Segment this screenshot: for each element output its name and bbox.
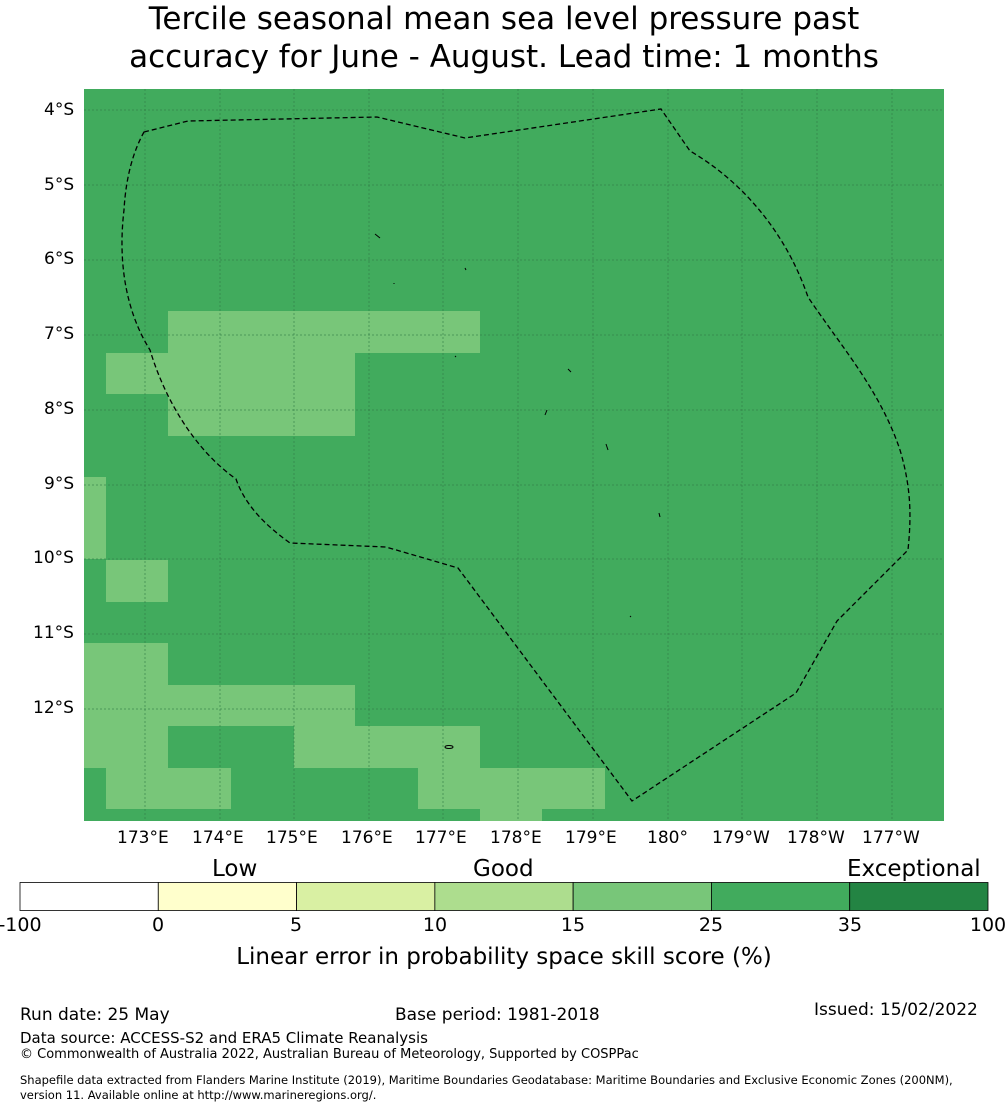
colorbar-tick: -100 [0, 914, 42, 936]
island [658, 512, 661, 518]
shapefile-credit-line-1: Shapefile data extracted from Flanders M… [20, 1073, 953, 1087]
skill-patch [84, 726, 168, 768]
skill-patch [84, 643, 168, 685]
island [605, 443, 609, 451]
island [374, 233, 381, 239]
shapefile-credit-line-2: version 11. Available online at http://w… [20, 1088, 377, 1102]
skill-patch [418, 768, 605, 809]
lat-label: 12°S [33, 698, 74, 718]
colorbar-segment [711, 882, 851, 911]
colorbar-segment [849, 882, 989, 911]
colorbar-tick: 25 [698, 914, 724, 936]
lon-label: 177°W [862, 828, 920, 848]
copyright: © Commonwealth of Australia 2022, Austra… [20, 1047, 639, 1062]
island [444, 745, 454, 749]
colorbar-tick: 100 [969, 914, 1007, 936]
colorbar-segment [19, 882, 159, 911]
colorbar-segment [572, 882, 712, 911]
skill-patch [168, 311, 480, 353]
island [629, 615, 632, 618]
colorbar-tick: 35 [837, 914, 863, 936]
skill-map [84, 89, 944, 821]
colorbar-tick: 5 [289, 914, 303, 936]
lon-label: 179°W [712, 828, 770, 848]
colorbar-tick: 10 [422, 914, 448, 936]
skill-patch [106, 560, 168, 602]
chart-title: Tercile seasonal mean sea level pressure… [0, 0, 1008, 76]
island [454, 355, 457, 358]
lat-label: 5°S [44, 175, 75, 195]
lon-label: 180° [647, 828, 688, 848]
lon-label: 178°W [787, 828, 845, 848]
lat-label: 7°S [44, 324, 75, 344]
skill-patch [106, 353, 355, 394]
lat-label: 9°S [44, 474, 75, 494]
lon-label: 177°E [415, 828, 467, 848]
lon-label: 175°E [266, 828, 318, 848]
skill-patches-15-25 [84, 311, 605, 821]
lat-label: 6°S [44, 249, 75, 269]
lon-label: 179°E [565, 828, 617, 848]
eez-boundary [121, 108, 911, 802]
island [464, 267, 467, 271]
lat-label: 10°S [33, 548, 74, 568]
skill-patch [480, 809, 542, 821]
island [567, 368, 572, 373]
lat-label: 4°S [44, 100, 75, 120]
islands [374, 233, 661, 749]
colorbar-segment [296, 882, 436, 911]
skill-patch [294, 726, 480, 768]
gridlines [84, 89, 944, 821]
lat-label: 8°S [44, 399, 75, 419]
island [544, 409, 548, 416]
lon-label: 176°E [341, 828, 393, 848]
lon-label: 173°E [117, 828, 169, 848]
lon-label: 178°E [490, 828, 542, 848]
title-line-1: Tercile seasonal mean sea level pressure… [148, 1, 860, 37]
colorbar-category-exceptional: Exceptional [847, 856, 981, 882]
colorbar [19, 882, 989, 911]
lat-label: 11°S [33, 623, 74, 643]
colorbar-segment [157, 882, 297, 911]
colorbar-category-low: Low [212, 856, 258, 882]
run-date: Run date: 25 May [20, 1005, 170, 1025]
data-source: Data source: ACCESS-S2 and ERA5 Climate … [20, 1029, 428, 1047]
title-line-2: accuracy for June - August. Lead time: 1… [129, 39, 879, 75]
colorbar-title: Linear error in probability space skill … [236, 944, 772, 970]
issued-date: Issued: 15/02/2022 [814, 1000, 978, 1020]
colorbar-tick: 15 [560, 914, 586, 936]
colorbar-segment [434, 882, 574, 911]
base-period: Base period: 1981-2018 [395, 1005, 600, 1025]
colorbar-category-good: Good [473, 856, 534, 882]
skill-patch [84, 477, 106, 559]
colorbar-tick: 0 [151, 914, 165, 936]
colorbar-segments [19, 882, 989, 911]
lon-label: 174°E [192, 828, 244, 848]
skill-patch [168, 394, 355, 436]
skill-patch [106, 768, 231, 809]
